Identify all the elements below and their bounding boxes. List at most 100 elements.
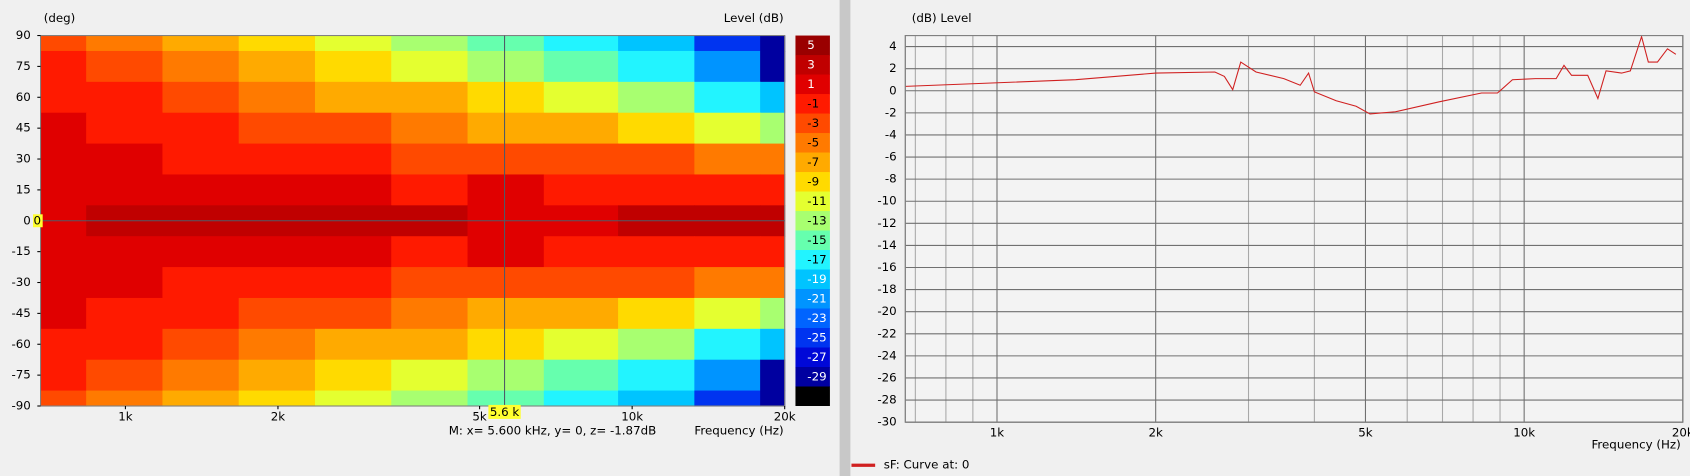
heatmap-cell xyxy=(86,328,163,361)
legend-label: sF: Curve at: 0 xyxy=(884,458,970,472)
colorbar-tick-label: -27 xyxy=(807,350,826,364)
heatmap-cell xyxy=(162,50,240,83)
heatmap-cell xyxy=(694,297,761,330)
heatmap-cell xyxy=(86,390,163,407)
heatmap-cell xyxy=(162,81,240,114)
splitter[interactable] xyxy=(839,0,851,476)
heatmap-cell xyxy=(391,143,469,175)
heatmap-cell xyxy=(467,297,545,330)
colorbar-label: Level (dB) xyxy=(724,11,784,25)
y-tick-label: -24 xyxy=(877,348,896,362)
cursor-y-marker xyxy=(33,214,43,228)
colorbar-band xyxy=(795,328,830,349)
x-tick-label: 10k xyxy=(621,409,643,423)
colorbar-tick-label: -11 xyxy=(807,194,826,208)
heatmap-cell xyxy=(543,328,619,361)
y-tick-label: -15 xyxy=(12,244,31,258)
colorbar-tick-label: -29 xyxy=(807,369,826,383)
y-tick-label: -26 xyxy=(877,370,896,384)
colorbar-band xyxy=(795,74,830,95)
cursor-readout: M: x= 5.600 kHz, y= 0, z= -1.87dB xyxy=(449,423,657,437)
y-tick-label: -30 xyxy=(877,415,896,429)
heatmap-cell xyxy=(86,50,163,83)
colorbar-band xyxy=(795,55,830,76)
heatmap-cell xyxy=(543,143,619,175)
heatmap-cell xyxy=(543,236,619,268)
y-tick-label: 60 xyxy=(16,90,31,104)
cursor-x-label: 5.6 k xyxy=(490,405,520,419)
heatmap-cell xyxy=(467,236,545,268)
heatmap-cell xyxy=(238,297,316,330)
heatmap-cell xyxy=(314,267,392,299)
heatmap-cell xyxy=(391,236,469,268)
heatmap-cell xyxy=(760,297,786,330)
heatmap-cell xyxy=(760,112,786,145)
heatmap-cell xyxy=(162,236,240,268)
heatmap-cell xyxy=(314,81,392,114)
heatmap-cell xyxy=(86,35,163,52)
heatmap-cell xyxy=(467,267,545,299)
heatmap-cell xyxy=(694,390,761,407)
colorbar-tick-label: -15 xyxy=(807,233,826,247)
heatmap-cell xyxy=(694,50,761,83)
x-tick-label: 5k xyxy=(472,409,487,423)
colorbar-tick-label: -9 xyxy=(807,174,819,188)
y-tick-label: -4 xyxy=(885,127,897,141)
colorbar-band xyxy=(795,152,830,173)
heatmap-cell xyxy=(760,236,786,268)
heatmap-cell xyxy=(760,359,786,392)
heatmap-cell xyxy=(314,50,392,83)
colorbar-band xyxy=(795,289,830,310)
heatmap-cell xyxy=(40,267,87,299)
y-tick-label: -45 xyxy=(12,306,31,320)
y-tick-label: 0 xyxy=(23,213,31,227)
y-tick-label: -14 xyxy=(877,238,896,252)
heatmap-cell xyxy=(162,143,240,175)
colorbar-band xyxy=(795,191,830,212)
heatmap-cell xyxy=(760,81,786,114)
heatmap-cell xyxy=(391,174,469,206)
colorbar-band xyxy=(795,250,830,271)
heatmap-cell xyxy=(162,328,240,361)
colorbar-tick-label: -3 xyxy=(807,116,819,130)
heatmap-cell xyxy=(467,390,545,407)
heatmap-cell xyxy=(40,174,87,206)
heatmap-cell xyxy=(467,112,545,145)
heatmap-cell xyxy=(40,390,87,407)
heatmap-cell xyxy=(238,81,316,114)
heatmap-cell xyxy=(162,267,240,299)
heatmap-cell xyxy=(760,174,786,206)
heatmap-cell xyxy=(760,143,786,175)
heatmap-cell xyxy=(618,297,695,330)
y-tick-label: 45 xyxy=(16,121,31,135)
heatmap-cell xyxy=(543,81,619,114)
colorbar-tick-label: -19 xyxy=(807,272,826,286)
colorbar-tick-label: -17 xyxy=(807,252,826,266)
heatmap-cell xyxy=(760,35,786,52)
heatmap-cell xyxy=(467,328,545,361)
heatmap-cell xyxy=(618,236,695,268)
heatmap-cell xyxy=(694,359,761,392)
x-axis-label: Frequency (Hz) xyxy=(1591,437,1680,451)
x-tick-label: 10k xyxy=(1513,425,1535,439)
heatmap-cell xyxy=(694,112,761,145)
plot-border xyxy=(904,35,1684,423)
y-tick-label: -12 xyxy=(877,216,896,230)
heatmap-cell xyxy=(86,81,163,114)
colorbar-band xyxy=(795,94,830,115)
colorbar-tick-label: 5 xyxy=(807,38,815,52)
y-tick-label: -2 xyxy=(885,105,897,119)
heatmap-cell xyxy=(618,267,695,299)
heatmap-cell xyxy=(760,50,786,83)
y-tick-label: -60 xyxy=(12,337,31,351)
heatmap-cell xyxy=(40,35,87,52)
heatmap-cell xyxy=(86,236,163,268)
y-axis-label: (deg) xyxy=(44,11,76,25)
heatmap-cell xyxy=(314,328,392,361)
colorbar-tick-label: -21 xyxy=(807,291,826,305)
colorbar-tick-label: 1 xyxy=(807,77,815,91)
colorbar-band xyxy=(795,133,830,154)
heatmap-cell xyxy=(391,81,469,114)
heatmap-cell xyxy=(162,112,240,145)
